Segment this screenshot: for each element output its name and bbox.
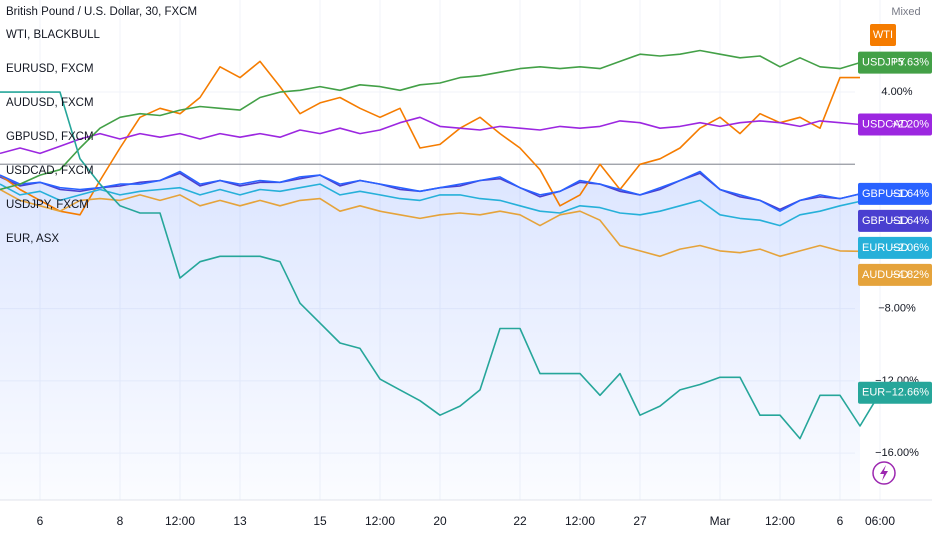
price-tag-box xyxy=(858,263,932,286)
legend-entry: EUR, ASX xyxy=(6,233,59,245)
x-tick-label: 6 xyxy=(837,514,844,528)
series-line xyxy=(0,49,861,191)
price-tag-name: EURUSD xyxy=(862,242,909,254)
price-tag: GBPUSD−1.64% xyxy=(858,209,932,232)
x-tick-label: 12:00 xyxy=(765,514,795,528)
legend-entry: WTI, BLACKBULL xyxy=(6,29,101,41)
x-tick-label: 27 xyxy=(633,514,647,528)
price-tag-value: −1.64% xyxy=(891,188,929,200)
series-line xyxy=(0,60,860,216)
legend-entry: GBPUSD, FXCM xyxy=(6,131,94,143)
price-tag: USDJPY+5.63% xyxy=(858,51,932,74)
y-tick-label: 4.00% xyxy=(881,86,912,98)
price-tag-box xyxy=(858,236,932,259)
x-tick-label: 6 xyxy=(37,514,44,528)
alert-icon[interactable] xyxy=(872,461,896,485)
price-tag: AUDUSD−4.82% xyxy=(858,263,932,286)
price-tag-box xyxy=(870,24,896,46)
x-tick-label: 13 xyxy=(233,514,247,528)
x-tick-label: 12:00 xyxy=(165,514,195,528)
x-tick-label: 20 xyxy=(433,514,447,528)
main-area xyxy=(0,173,860,501)
price-tag: WTI xyxy=(870,24,896,46)
series-line xyxy=(0,91,881,440)
chart-title: British Pound / U.S. Dollar, 30, FXCM xyxy=(6,6,197,18)
price-tag-name: GBPUSD xyxy=(862,215,909,227)
price-tag-box xyxy=(858,51,932,74)
price-tag-value: +5.63% xyxy=(891,57,929,69)
series-line xyxy=(0,188,861,258)
price-tag-name: USDCAD xyxy=(862,118,909,130)
x-tick-label: 8 xyxy=(117,514,124,528)
price-tag-value: −12.66% xyxy=(885,387,929,399)
price-tag-box xyxy=(858,182,932,205)
x-tick-label: 22 xyxy=(513,514,527,528)
y-tick-label: −16.00% xyxy=(875,447,919,459)
legend-entry: AUDUSD, FXCM xyxy=(6,97,94,109)
price-tag-value: +2.20% xyxy=(891,118,929,130)
price-tag-value: −1.64% xyxy=(891,215,929,227)
price-tag-name: EUR xyxy=(862,387,885,399)
price-tag: USDCAD+2.20% xyxy=(858,113,932,136)
price-tag-box xyxy=(858,113,932,136)
x-tick-label: 12:00 xyxy=(365,514,395,528)
x-tick-label: Mar xyxy=(710,514,731,528)
price-tag-name: WTI xyxy=(873,29,893,41)
price-tag: EUR −12.66% xyxy=(858,381,932,404)
price-tag-name: GBPUSD xyxy=(862,188,909,200)
plot xyxy=(0,49,881,501)
price-tag: GBPUSD−1.64% xyxy=(858,182,932,205)
price-tag-box xyxy=(858,209,932,232)
legend-entry: USDCAD, FXCM xyxy=(6,165,94,177)
scale-mode[interactable]: Mixed xyxy=(891,6,920,18)
y-tick-label: −8.00% xyxy=(878,303,916,315)
series-line xyxy=(0,170,861,212)
x-tick-label: 06:00 xyxy=(865,514,895,528)
series-line xyxy=(0,183,861,227)
price-tag-box xyxy=(858,381,932,404)
x-tick-label: 15 xyxy=(313,514,327,528)
price-tag: EURUSD−2.06% xyxy=(858,236,932,259)
price-tag-name: AUDUSD xyxy=(862,269,909,281)
price-tag-name: USDJPY xyxy=(862,57,906,69)
legend-entry: USDJPY, FXCM xyxy=(6,199,89,211)
price-tag-value: −2.06% xyxy=(891,242,929,254)
series-line xyxy=(0,116,861,155)
labels: 4.00%−8.00%−12.00%−16.00%6 8 12:00 13 15 12:0… xyxy=(37,86,919,528)
legend-entry: EURUSD, FXCM xyxy=(6,63,94,75)
x-tick-label: 12:00 xyxy=(565,514,595,528)
price-tag-value: −4.82% xyxy=(891,269,929,281)
